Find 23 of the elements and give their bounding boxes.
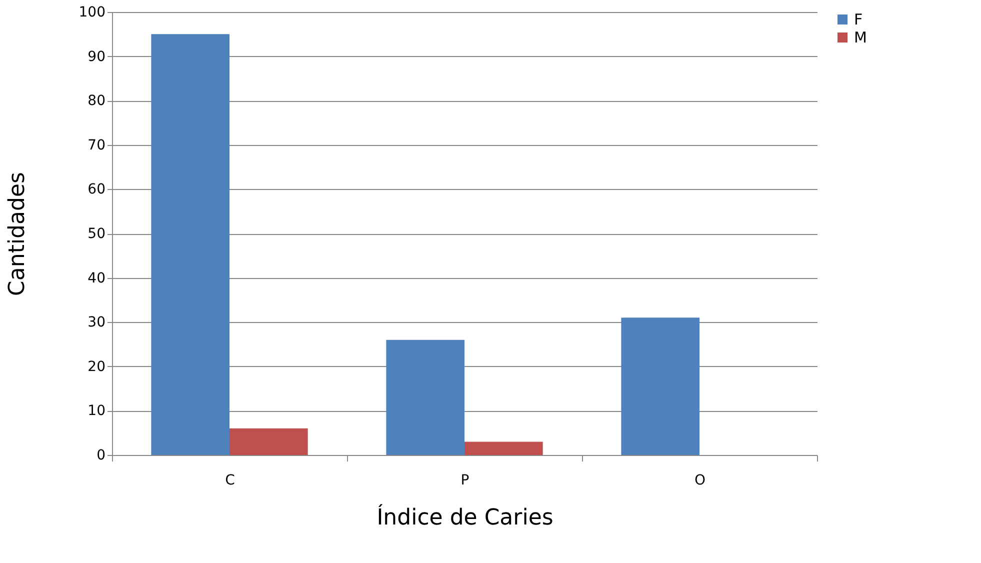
x-tick-label: C <box>225 472 236 488</box>
bar <box>230 428 308 455</box>
bar <box>151 34 230 455</box>
y-tick-label: 0 <box>96 448 106 464</box>
legend-label: M <box>854 28 867 46</box>
y-tick-label: 20 <box>88 358 106 375</box>
y-tick-label: 60 <box>88 182 106 198</box>
x-axis-title: Índice de Caries <box>376 504 554 530</box>
y-tick-label: 90 <box>88 48 106 65</box>
y-axis-title: Cantidades <box>4 172 30 296</box>
bar <box>621 318 700 455</box>
y-tick-label: 70 <box>88 137 106 154</box>
bar <box>386 340 464 455</box>
y-tick-label: 30 <box>88 314 106 331</box>
legend-label: F <box>854 10 863 28</box>
x-tick-label: O <box>694 472 706 488</box>
y-tick-label: 10 <box>88 403 106 420</box>
bar <box>464 442 543 455</box>
y-tick-label: 80 <box>88 93 106 110</box>
y-tick-label: 100 <box>78 4 106 20</box>
x-tick-label: P <box>460 472 470 488</box>
y-tick-label: 40 <box>88 270 106 286</box>
y-tick-label: 50 <box>88 226 106 242</box>
